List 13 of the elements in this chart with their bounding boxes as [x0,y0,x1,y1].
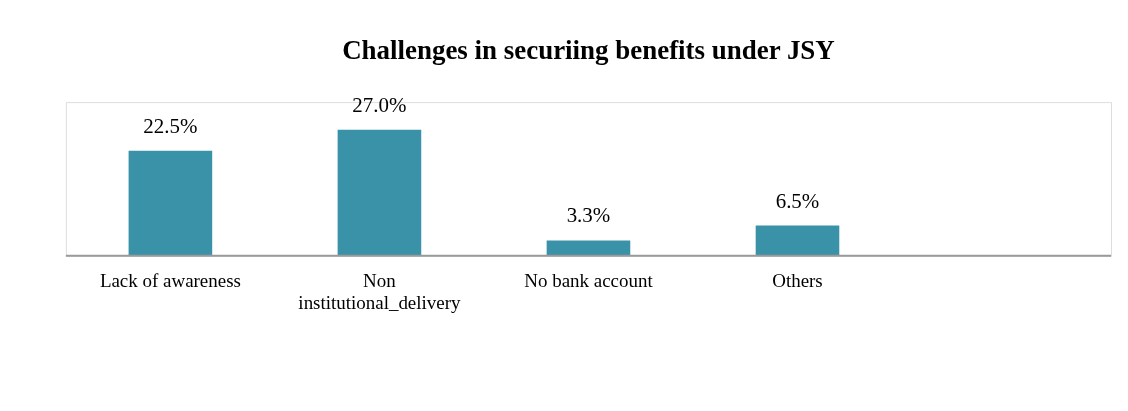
data-label: 22.5% [143,113,198,138]
x-tick-label: No bank account [524,269,654,291]
x-tick-label: Lack of awareness [99,269,241,291]
data-label: 27.0% [352,92,407,117]
chart-title: Challenges in securiing benefits under JSY [342,34,835,65]
bar [128,150,213,256]
bar [546,240,631,256]
data-label: 3.3% [566,203,611,228]
x-tick-label: Non institutional_delivery [298,269,462,313]
x-tick-label: Others [772,269,823,291]
bar [337,129,422,256]
bar [755,225,840,256]
data-label: 6.5% [775,188,820,213]
